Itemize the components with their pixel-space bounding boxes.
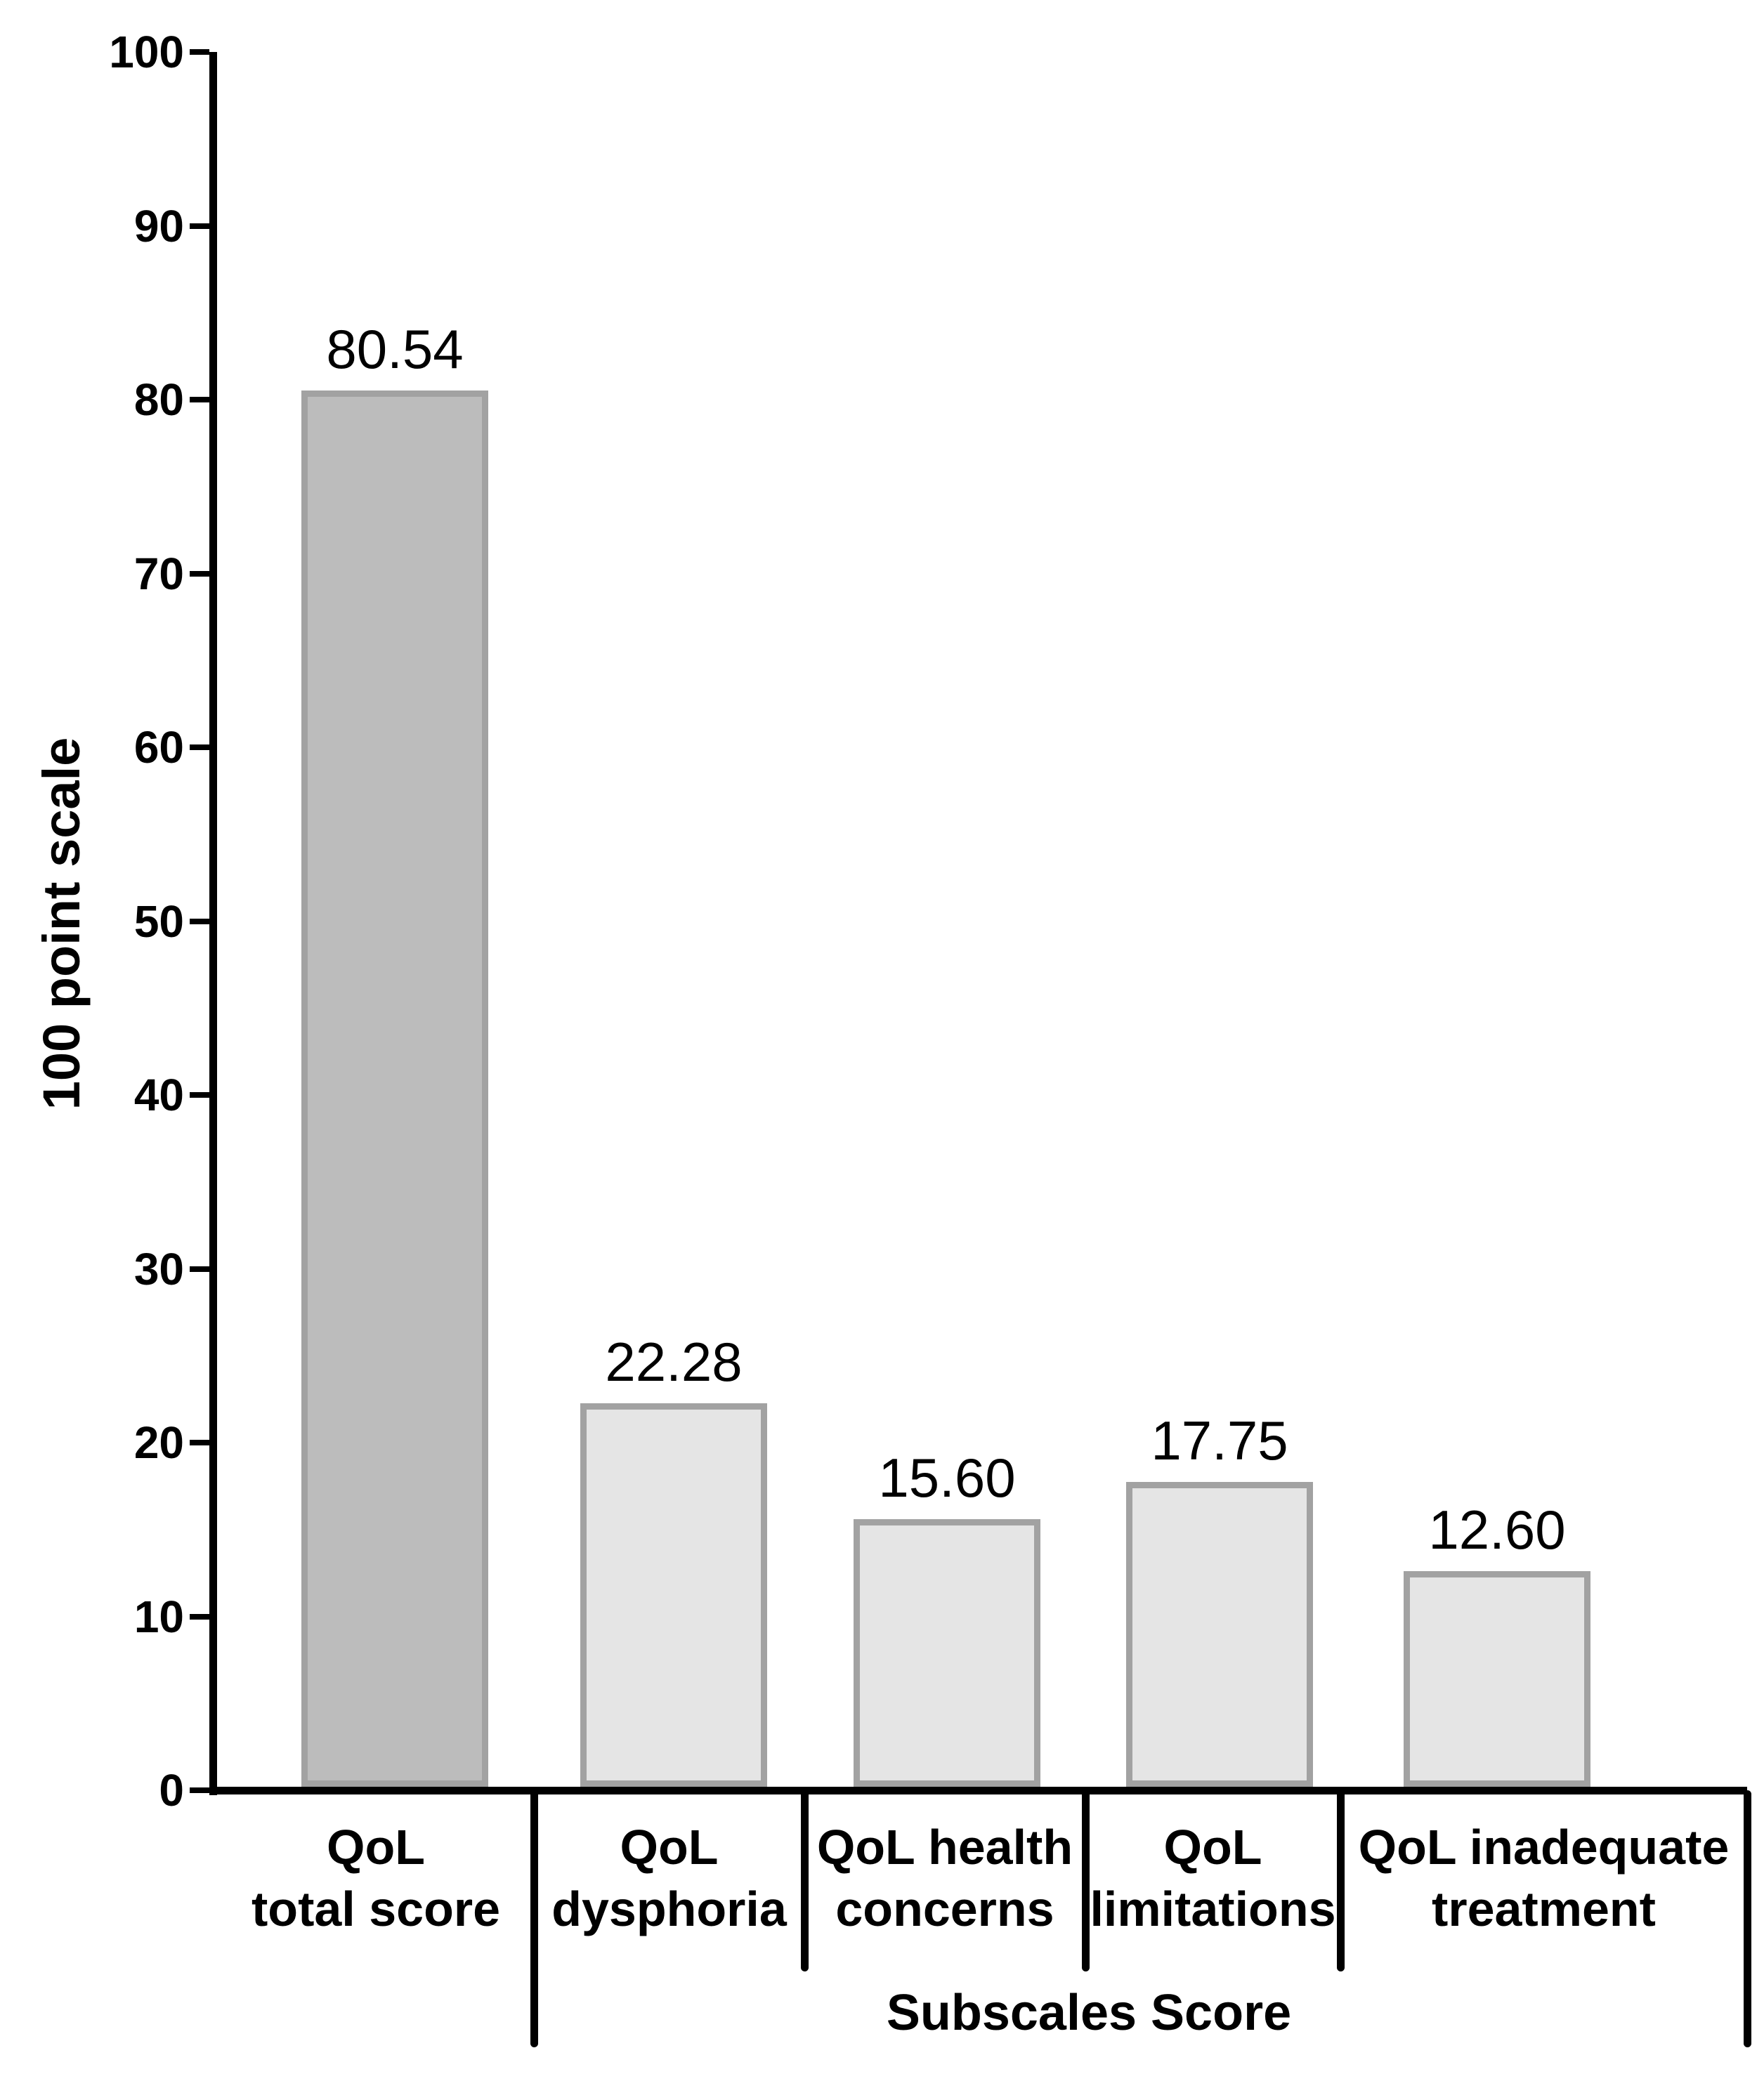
y-tick-label-60: 60 (133, 722, 184, 773)
y-tick-30 (190, 1266, 209, 1272)
category-label-4: QoL inadequate treatment (1358, 1820, 1730, 1936)
category-label-3: QoL limitations (1090, 1820, 1336, 1936)
category-label-0: QoL total score (251, 1820, 500, 1936)
y-tick-label-20: 20 (133, 1417, 184, 1468)
bar-subscale-1 (580, 1403, 767, 1787)
value-label-0: 80.54 (326, 317, 464, 380)
y-tick-10 (190, 1613, 209, 1620)
bar-subscale-3 (1126, 1481, 1313, 1787)
subscales-axis-label: Subscales Score (886, 1985, 1292, 2041)
y-tick-0 (190, 1787, 209, 1793)
value-label-1: 22.28 (605, 1330, 743, 1393)
bar-total-score (301, 390, 488, 1787)
y-axis-line (209, 52, 217, 1795)
y-tick-label-40: 40 (133, 1070, 184, 1120)
category-separator-3 (1337, 1790, 1345, 1971)
y-tick-80 (190, 397, 209, 402)
x-axis-line (209, 1787, 1747, 1794)
y-tick-label-80: 80 (133, 374, 184, 425)
y-tick-label-90: 90 (133, 200, 184, 251)
value-label-3: 17.75 (1151, 1409, 1288, 1471)
category-label-1: QoL dysphoria (551, 1820, 787, 1936)
y-tick-label-30: 30 (133, 1243, 184, 1294)
y-tick-20 (190, 1440, 209, 1445)
y-tick-label-100: 100 (109, 27, 184, 77)
y-tick-70 (190, 570, 209, 577)
bar-subscale-2 (854, 1518, 1040, 1787)
y-tick-label-0: 0 (159, 1765, 184, 1816)
y-tick-90 (190, 223, 209, 229)
y-tick-40 (190, 1092, 209, 1098)
y-tick-60 (190, 744, 209, 750)
y-tick-label-10: 10 (133, 1591, 184, 1642)
category-separator-1 (801, 1790, 809, 1971)
category-separator-2 (1082, 1790, 1090, 1971)
bar-subscale-4 (1404, 1571, 1590, 1787)
category-separator-4 (1744, 1790, 1751, 2047)
value-label-2: 15.60 (878, 1446, 1016, 1509)
value-label-4: 12.60 (1428, 1499, 1566, 1561)
y-tick-label-70: 70 (133, 548, 184, 599)
y-tick-label-50: 50 (133, 895, 184, 947)
y-tick-50 (190, 918, 209, 924)
category-separator-0 (530, 1790, 538, 2047)
y-tick-100 (190, 49, 209, 55)
category-label-2: QoL health concerns (816, 1820, 1073, 1936)
